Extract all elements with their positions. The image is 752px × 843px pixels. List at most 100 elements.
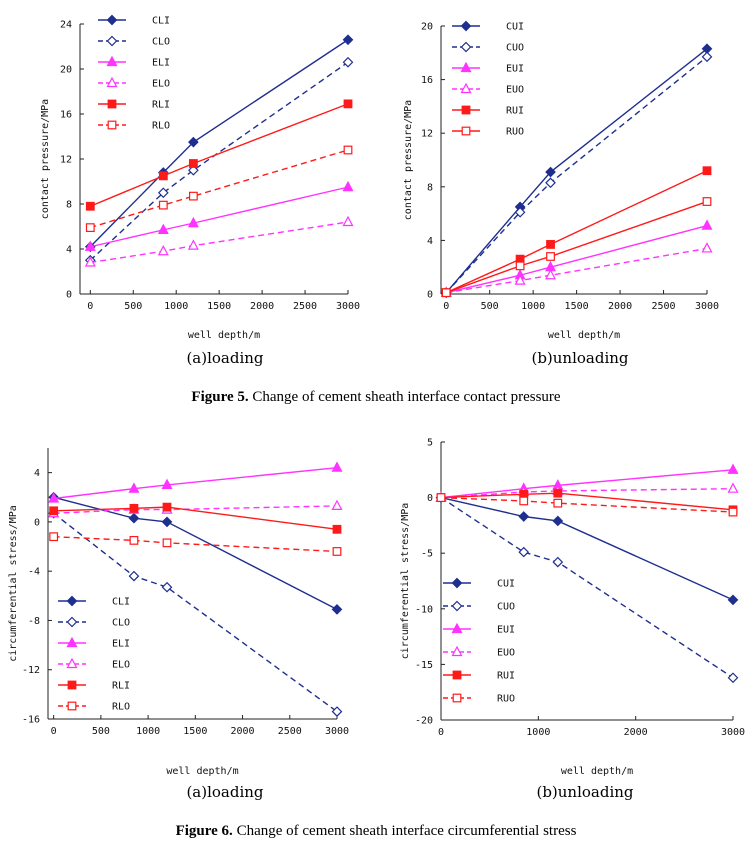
data-point (436, 493, 446, 502)
legend-label: RLO (152, 121, 170, 132)
y-tick-label: -5 (421, 549, 433, 560)
data-point (161, 516, 173, 528)
legend-swatch-marker (106, 76, 118, 88)
data-point (187, 216, 199, 228)
x-tick-label: 500 (92, 726, 110, 737)
y-tick-label: 4 (34, 468, 40, 479)
legend-item-cli: CLI (98, 14, 170, 27)
data-point (188, 136, 199, 148)
y-tick-label: -8 (28, 616, 40, 627)
x-tick-label: 0 (438, 727, 444, 738)
series-line (90, 186, 349, 248)
data-point (332, 524, 342, 534)
chart-subtitle: (b)unloading (531, 349, 628, 367)
series-eli (48, 461, 343, 503)
data-point (157, 187, 169, 199)
y-tick-label: 5 (427, 438, 433, 449)
legend-label: EUI (506, 64, 524, 75)
legend-swatch-marker (67, 680, 77, 690)
chart-2: 0 500 1000 1500 2000 2500 3000 0 4 8 12 16 20 well de… (403, 20, 719, 367)
data-point (553, 498, 563, 508)
chart-3: 0 500 1000 1500 2000 2500 3000 -16 -12 -8 -4 0 4 well… (8, 448, 349, 801)
data-point (702, 166, 712, 176)
data-point (188, 159, 198, 168)
y-tick-label: -16 (22, 715, 40, 726)
data-point (518, 546, 530, 558)
x-tick-label: 2000 (231, 726, 255, 737)
data-point (48, 492, 60, 503)
data-point (128, 512, 140, 524)
data-point (331, 499, 343, 510)
series-line (445, 48, 708, 294)
data-point (343, 145, 353, 155)
data-point (514, 206, 526, 218)
legend-item-clo: CLO (98, 35, 170, 48)
data-point (727, 672, 739, 684)
legend-swatch-marker (452, 693, 462, 703)
y-tick-label: 12 (421, 129, 433, 140)
figure-caption-5: Figure 5. Change of cement sheath interf… (191, 389, 560, 405)
y-tick-label: 0 (34, 517, 40, 528)
series-line (53, 505, 338, 514)
legend-swatch-marker (461, 105, 471, 115)
legend-item-eli: ELI (58, 636, 130, 650)
series-line (90, 103, 349, 207)
series-ruo (436, 493, 738, 517)
y-axis-label: circumferential stress/MPa (8, 505, 19, 662)
data-point (158, 171, 168, 181)
data-point (331, 706, 343, 717)
data-point (188, 191, 198, 201)
y-axis-label: circumferential stress/MPa (400, 503, 411, 660)
legend-swatch-marker (67, 701, 77, 711)
y-tick-label: 4 (66, 245, 72, 256)
data-point (49, 532, 59, 542)
series-line (445, 200, 708, 294)
y-tick-label: 0 (66, 290, 72, 301)
data-point (545, 268, 557, 280)
series-rlo (49, 532, 342, 556)
data-point (553, 488, 563, 498)
legend-swatch-marker (107, 120, 117, 130)
series-line (53, 467, 338, 500)
legend-label: ELO (152, 79, 170, 90)
data-point (162, 502, 172, 512)
legend-item-cui: CUI (443, 577, 515, 590)
data-point (727, 463, 739, 474)
data-point (701, 242, 713, 253)
data-point (342, 56, 354, 68)
series-euo (435, 482, 739, 502)
series-line (53, 512, 338, 713)
x-axis-label: well depth/m (188, 330, 260, 341)
series-line (445, 170, 708, 294)
caption-text: Change of cement sheath interface circum… (233, 823, 577, 839)
y-tick-label: 4 (427, 236, 433, 247)
y-tick-label: 8 (427, 182, 433, 193)
data-point (331, 604, 343, 615)
x-axis-label: well depth/m (166, 766, 238, 777)
legend-swatch-marker (452, 670, 462, 680)
series-rui (441, 166, 712, 298)
data-point (728, 507, 738, 517)
data-point (342, 215, 354, 227)
data-point (515, 261, 525, 271)
legend-swatch-marker (66, 595, 78, 607)
legend-swatch-marker (106, 35, 118, 47)
data-point (162, 538, 172, 548)
y-tick-label: -12 (22, 665, 40, 676)
legend-label: RLO (112, 702, 130, 713)
y-tick-label: 12 (60, 155, 72, 166)
data-point (545, 177, 556, 189)
data-point (342, 180, 354, 192)
legend-label: EUO (506, 85, 524, 96)
series-line (440, 497, 734, 679)
series-line (440, 488, 734, 499)
caption-text: Change of cement sheath interface contac… (249, 389, 561, 405)
y-axis-label: contact pressure/MPa (403, 100, 414, 220)
data-point (84, 240, 96, 251)
data-point (85, 223, 95, 233)
legend-swatch-marker (66, 616, 78, 628)
series-line (90, 149, 349, 229)
data-point (342, 34, 354, 46)
figure-caption-6: Figure 6. Change of cement sheath interf… (176, 823, 577, 839)
